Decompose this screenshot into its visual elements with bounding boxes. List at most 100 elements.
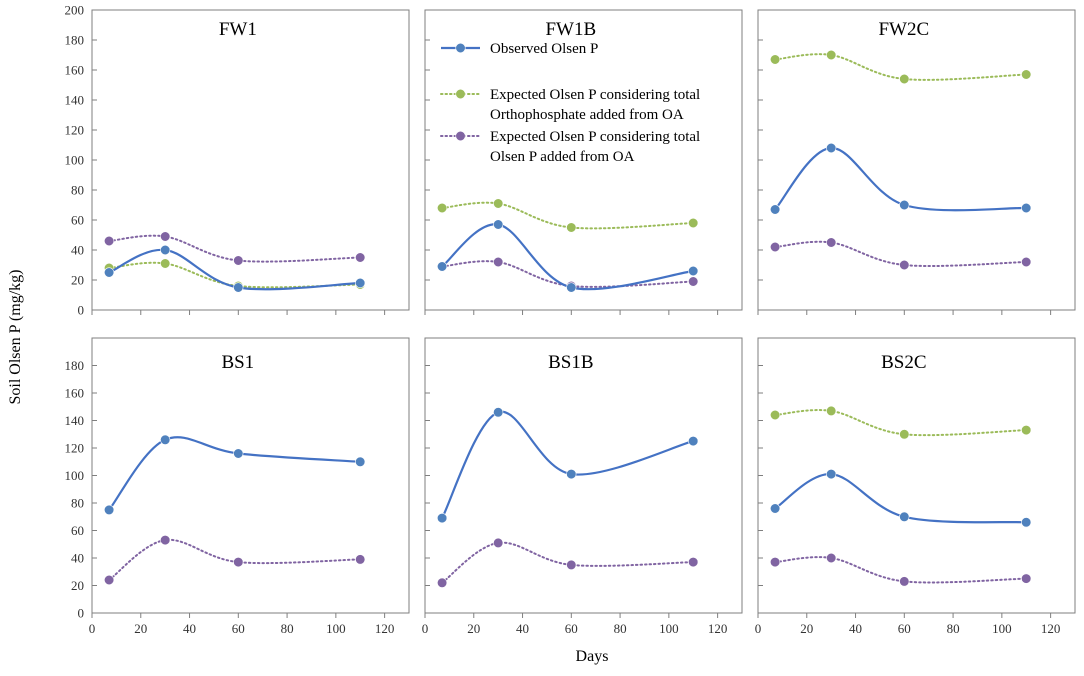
data-point [826, 552, 837, 564]
data-point [1021, 202, 1032, 214]
data-point [899, 259, 910, 271]
panel-title: FW1 [219, 19, 257, 40]
x-tick-label: 60 [232, 621, 245, 636]
data-point [493, 219, 504, 230]
data-point [826, 49, 837, 61]
data-point [233, 448, 244, 459]
data-point [493, 407, 504, 418]
series-expected-olsen [103, 534, 366, 586]
data-point [437, 512, 448, 524]
x-tick-label: 20 [134, 621, 147, 636]
data-point [1021, 573, 1032, 584]
data-point [899, 511, 910, 522]
x-tick-label: 40 [516, 621, 529, 636]
y-tick-label: 100 [65, 468, 85, 483]
series-expected-ortho [437, 198, 699, 233]
data-point [769, 241, 781, 253]
y-tick-label: 20 [71, 578, 84, 593]
y-tick-label: 0 [78, 303, 85, 318]
legend-label: Orthophosphate added from OA [490, 107, 684, 123]
y-tick-label: 80 [71, 496, 84, 511]
data-point [160, 244, 171, 256]
panel-fw2c: FW2C [757, 9, 1076, 315]
data-point [566, 282, 577, 293]
data-point [355, 456, 366, 467]
panel-bs1: 0 20 40 60 80 100 120 140 160 180 0 20 40 60 80 100 120 B… [65, 337, 410, 636]
data-point [160, 534, 171, 546]
data-point [1021, 256, 1032, 268]
data-point [826, 469, 837, 480]
data-point [1021, 425, 1032, 436]
panel-frame [757, 337, 1076, 614]
series-line [108, 436, 361, 511]
data-point [688, 265, 699, 277]
series-line [441, 410, 694, 519]
data-point [826, 405, 837, 417]
series-line [774, 409, 1028, 437]
x-axis-label: Days [576, 648, 609, 665]
x-tick-label: 100 [659, 621, 679, 636]
panel-title: FW1B [545, 19, 596, 40]
series-observed [437, 219, 699, 293]
series-expected-ortho [769, 49, 1032, 85]
legend-label: Observed Olsen P [490, 41, 598, 57]
x-tick-label: 0 [755, 621, 762, 636]
y-tick-label: 60 [71, 523, 84, 538]
data-point [437, 577, 448, 588]
data-point [493, 198, 504, 209]
x-tick-label: 100 [992, 621, 1012, 636]
legend-entry-observed: Observed Olsen P [441, 41, 598, 57]
y-tick-label: 140 [65, 413, 85, 428]
legend-label: Olsen P added from OA [490, 149, 635, 165]
data-point [103, 504, 115, 516]
series-line [774, 53, 1028, 81]
y-tick-label: 120 [65, 441, 85, 456]
data-point [769, 409, 781, 421]
x-tick-label: 0 [89, 621, 96, 636]
data-point [899, 199, 910, 211]
series-line [441, 541, 695, 584]
series-observed [769, 469, 1032, 528]
panel-title: BS2C [881, 352, 926, 373]
legend: Observed Olsen P Expected Olsen P conside… [440, 41, 700, 165]
data-point [493, 256, 504, 268]
series-line [441, 223, 694, 291]
x-tick-label: 120 [1041, 621, 1061, 636]
x-tick-label: 120 [708, 621, 728, 636]
panel-bs1b: 0 20 40 60 80 100 120 BS1B [422, 337, 743, 636]
data-point [688, 276, 699, 287]
x-tick-label: 20 [800, 621, 813, 636]
x-tick-label: 100 [326, 621, 346, 636]
panel-title: FW2C [878, 19, 929, 40]
y-tick-label: 100 [65, 153, 85, 168]
x-tick-label: 80 [614, 621, 627, 636]
series-line [108, 538, 362, 581]
data-point [103, 235, 115, 247]
panel-frame [424, 337, 743, 614]
series-expected-olsen [103, 231, 366, 266]
y-tick-label: 200 [65, 3, 85, 18]
series-observed [103, 244, 366, 293]
y-tick-label: 60 [71, 213, 84, 228]
panel-title: BS1B [548, 352, 593, 373]
series-line [774, 556, 1028, 584]
series-expected-olsen [769, 237, 1032, 271]
y-tick-label: 80 [71, 183, 84, 198]
data-point [103, 267, 115, 278]
series-observed [769, 142, 1032, 215]
data-point [160, 231, 171, 242]
data-point [769, 503, 781, 514]
data-point [355, 554, 366, 565]
x-tick-label: 80 [947, 621, 960, 636]
series-line [441, 201, 695, 230]
legend-label: Expected Olsen P considering total [490, 87, 700, 103]
data-point [355, 277, 366, 289]
data-point [160, 258, 171, 269]
x-tick-label: 0 [422, 621, 429, 636]
y-axis-label: Soil Olsen P (mg/kg) [7, 270, 24, 405]
y-tick-label: 20 [71, 273, 84, 288]
data-point [769, 54, 781, 65]
y-tick-label: 180 [65, 33, 85, 48]
legend-entry-expected-olsen: Expected Olsen P considering total Olsen … [440, 129, 700, 165]
